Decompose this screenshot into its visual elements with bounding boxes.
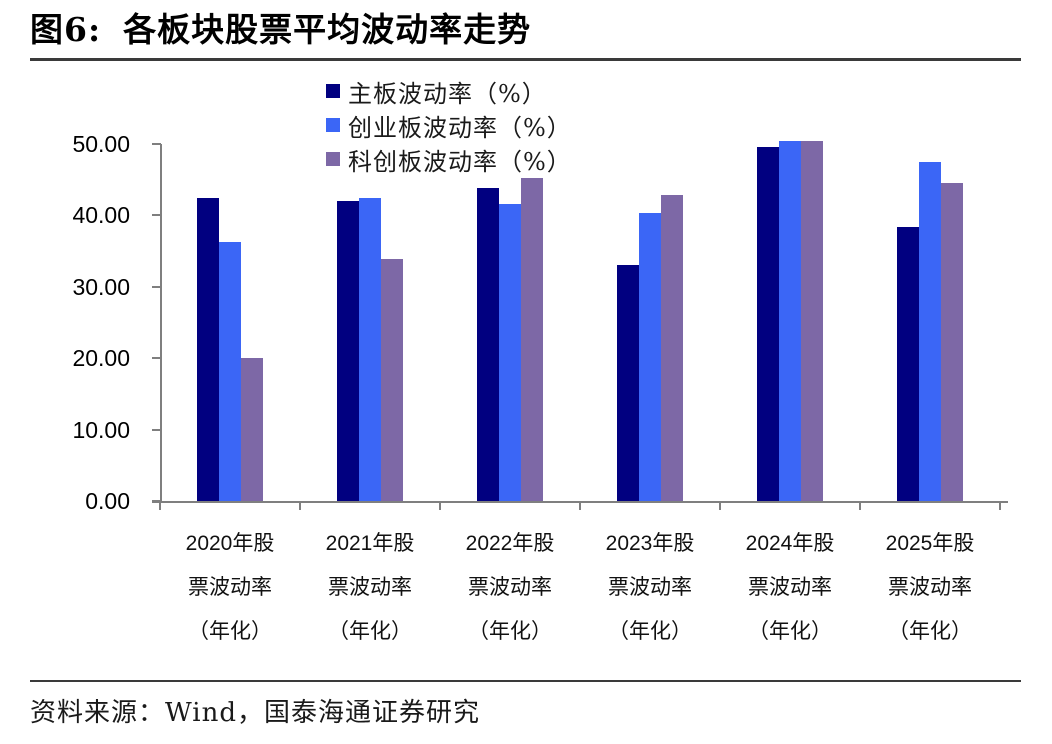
title-divider xyxy=(30,58,1021,61)
x-axis-tick xyxy=(719,502,721,510)
x-axis-tick xyxy=(439,502,441,510)
bar-series3-group5 xyxy=(801,141,823,501)
legend-label: 科创板波动率（%） xyxy=(348,147,572,176)
x-axis-category-label: 2021年股 票波动率 （年化） xyxy=(325,532,415,643)
legend-label: 创业板波动率（%） xyxy=(348,113,572,142)
x-axis-tick xyxy=(299,502,301,510)
bar-series3-group2 xyxy=(381,259,403,501)
y-axis-tick-label: 0.00 xyxy=(85,488,130,514)
x-axis-category-label: 2025年股 票波动率 （年化） xyxy=(885,532,975,643)
x-axis-category-label: 2023年股 票波动率 （年化） xyxy=(605,532,695,643)
y-axis-tick xyxy=(152,428,161,431)
bar-series2-group1 xyxy=(219,242,241,501)
x-axis-tick xyxy=(159,502,161,510)
y-axis-tick-label: 20.00 xyxy=(72,345,130,372)
legend-item-chinext: 创业板波动率（%） xyxy=(326,108,572,142)
x-axis-category-label: 2020年股 票波动率 （年化） xyxy=(185,532,275,643)
x-axis-category-label: 2022年股 票波动率 （年化） xyxy=(465,532,555,643)
bar-series2-group4 xyxy=(639,213,661,501)
bar-series1-group6 xyxy=(897,227,919,501)
y-axis-tick-label: 50.00 xyxy=(72,131,130,157)
legend-item-star: 科创板波动率（%） xyxy=(326,142,572,176)
y-axis-tick xyxy=(152,285,161,288)
bar-series2-group6 xyxy=(919,162,941,501)
bar-series2-group3 xyxy=(499,204,521,501)
bar-series1-group5 xyxy=(757,147,779,501)
legend-swatch xyxy=(326,152,340,166)
bar-series1-group1 xyxy=(197,198,219,501)
chart-title-number: 图6: xyxy=(30,10,102,49)
bar-series2-group5 xyxy=(779,141,801,501)
y-axis-tick xyxy=(152,214,161,217)
y-axis-tick-label: 40.00 xyxy=(72,202,130,229)
y-axis-tick xyxy=(152,143,161,145)
chart-legend: 主板波动率（%） 创业板波动率（%） 科创板波动率（%） xyxy=(326,74,572,176)
bar-series1-group4 xyxy=(617,265,639,501)
legend-swatch xyxy=(326,84,340,98)
y-axis-line xyxy=(160,144,162,503)
bar-series2-group2 xyxy=(359,198,381,501)
source-note: 资料来源：Wind，国泰海通证券研究 xyxy=(30,698,480,728)
y-axis-tick xyxy=(152,500,161,502)
x-axis-category-label: 2024年股 票波动率 （年化） xyxy=(745,532,835,643)
x-axis-tick xyxy=(999,502,1001,510)
legend-item-mainboard: 主板波动率（%） xyxy=(326,74,572,108)
bar-series1-group3 xyxy=(477,188,499,501)
bar-series1-group2 xyxy=(337,201,359,501)
bar-series3-group4 xyxy=(661,195,683,501)
x-axis-tick xyxy=(859,502,861,510)
y-axis-tick xyxy=(152,357,161,360)
chart-title: 图6: 各板块股票平均波动率走势 xyxy=(30,8,1030,52)
footer-divider xyxy=(30,680,1021,682)
bar-series3-group6 xyxy=(941,183,963,501)
legend-label: 主板波动率（%） xyxy=(348,79,547,108)
x-axis-tick xyxy=(579,502,581,510)
bar-series3-group1 xyxy=(241,358,263,501)
bar-series3-group3 xyxy=(521,178,543,501)
chart-title-text: 各板块股票平均波动率走势 xyxy=(123,10,532,49)
y-axis-tick-label: 10.00 xyxy=(72,416,130,443)
legend-swatch xyxy=(326,118,340,132)
y-axis-tick-label: 30.00 xyxy=(72,273,130,300)
